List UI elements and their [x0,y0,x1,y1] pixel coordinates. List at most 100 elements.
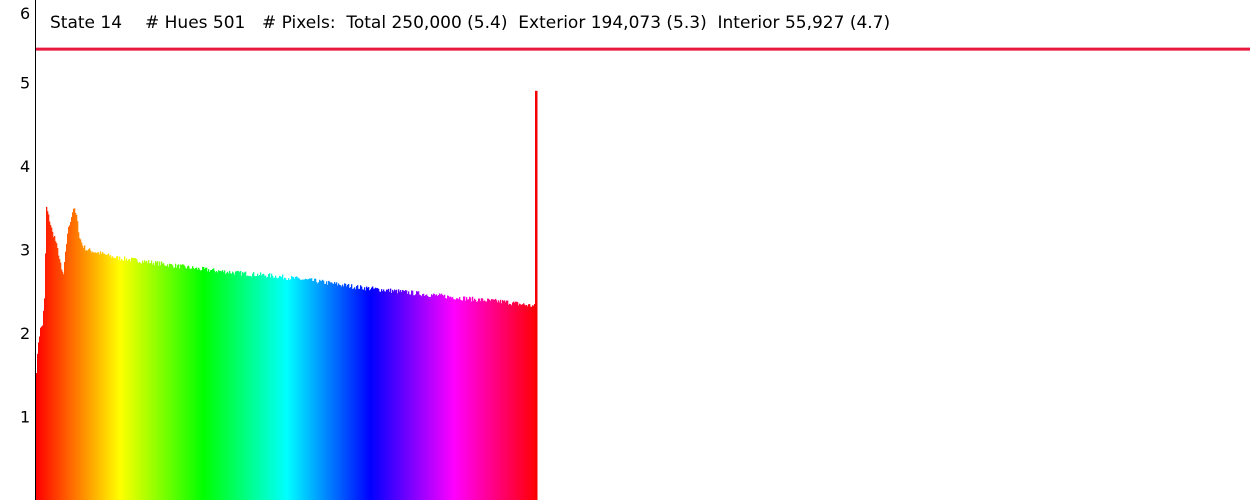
histogram-bar [513,301,515,500]
histogram-bar [176,267,178,500]
histogram-bar [409,294,411,500]
histogram-bar [384,291,386,500]
histogram-bar [67,233,69,500]
histogram-bar [489,299,491,500]
histogram-bar [57,247,59,500]
histogram-bar [84,245,86,500]
histogram-bar [209,271,211,500]
histogram-bar [527,306,529,500]
histogram-bar [503,301,505,500]
histogram-bar [372,286,374,500]
histogram-bar [455,299,457,500]
histogram-bar [385,291,387,500]
histogram-bar [500,299,502,500]
histogram-bar [474,298,476,500]
histogram-bar [242,272,244,500]
histogram-bar [45,253,47,500]
histogram-bar [80,239,82,500]
histogram-bar [214,270,216,500]
histogram-bar [226,272,228,500]
histogram-bar [58,255,60,500]
histogram-bar [81,242,83,500]
histogram-bar [381,289,383,500]
histogram-bar [507,300,509,500]
histogram-bar [169,263,171,500]
histogram-bar [165,265,167,500]
histogram-bar [352,288,354,500]
histogram-bar [326,281,328,500]
histogram-bar [304,279,306,500]
histogram-bar [189,268,191,500]
histogram-bar [360,285,362,500]
histogram-bar [491,299,493,500]
histogram-bar [402,290,404,500]
histogram-bar [289,279,291,500]
histogram-bar [233,272,235,500]
histogram-bar [147,263,149,500]
histogram-bar [186,268,188,500]
histogram-bar [204,268,206,500]
histogram-bar [219,270,221,500]
histogram-bar [218,270,220,500]
y-tick-labels: 1 2 3 4 5 6 [20,4,30,427]
histogram-bar [234,274,236,500]
histogram-bar [377,288,379,500]
histogram-bar [72,212,74,500]
histogram-bar [282,274,284,500]
histogram-bar [369,290,371,500]
histogram-bar [150,262,152,500]
histogram-bar [379,291,381,500]
histogram-bar [212,269,214,500]
histogram-bar [291,275,293,500]
histogram-bar [73,208,75,500]
histogram-bar [37,353,39,500]
histogram-bar [395,290,397,500]
histogram-bar [386,289,388,500]
histogram-bar [183,264,185,500]
histogram-bar [320,280,322,500]
histogram-bar [509,303,511,500]
histogram-bar [446,298,448,500]
histogram-bar [48,214,50,500]
histogram-bar [271,273,273,500]
histogram-bar [77,221,79,500]
histogram-bar [153,262,155,500]
histogram-bar [104,253,106,500]
histogram-bar [284,277,286,500]
histogram-bar [305,278,307,500]
histogram-bar [438,295,440,500]
histogram-bar [301,279,303,500]
histogram-bar [181,264,183,500]
histogram-bar [83,247,85,500]
histogram-bar [366,286,368,500]
histogram-bar [94,252,96,500]
histogram-bar [417,291,419,500]
histogram-bar [177,265,179,500]
histogram-bar [135,258,137,500]
histogram-bar [368,287,370,500]
histogram-bar [496,300,498,500]
histogram-bar [275,275,277,500]
histogram-bar [159,261,161,500]
histogram-bar [531,306,533,500]
histogram-bar [412,290,414,500]
histogram-bar [478,298,480,500]
histogram-bar [281,276,283,500]
histogram-spike [535,90,538,500]
histogram-bar [473,300,475,500]
histogram-bar [453,299,455,500]
histogram-bar [156,262,158,500]
histogram-bar [388,288,390,500]
histogram-bar [78,232,80,500]
histogram-bar [283,279,285,500]
histogram-bar [408,291,410,500]
histogram-bar [346,286,348,500]
histogram-bar [267,276,269,500]
histogram-bar [391,292,393,500]
histogram-bar [342,284,344,500]
histogram-bar [356,286,358,500]
histogram-bar [255,276,257,500]
histogram-bar [293,277,295,500]
histogram-bar [64,262,66,500]
histogram-bar [93,252,95,500]
